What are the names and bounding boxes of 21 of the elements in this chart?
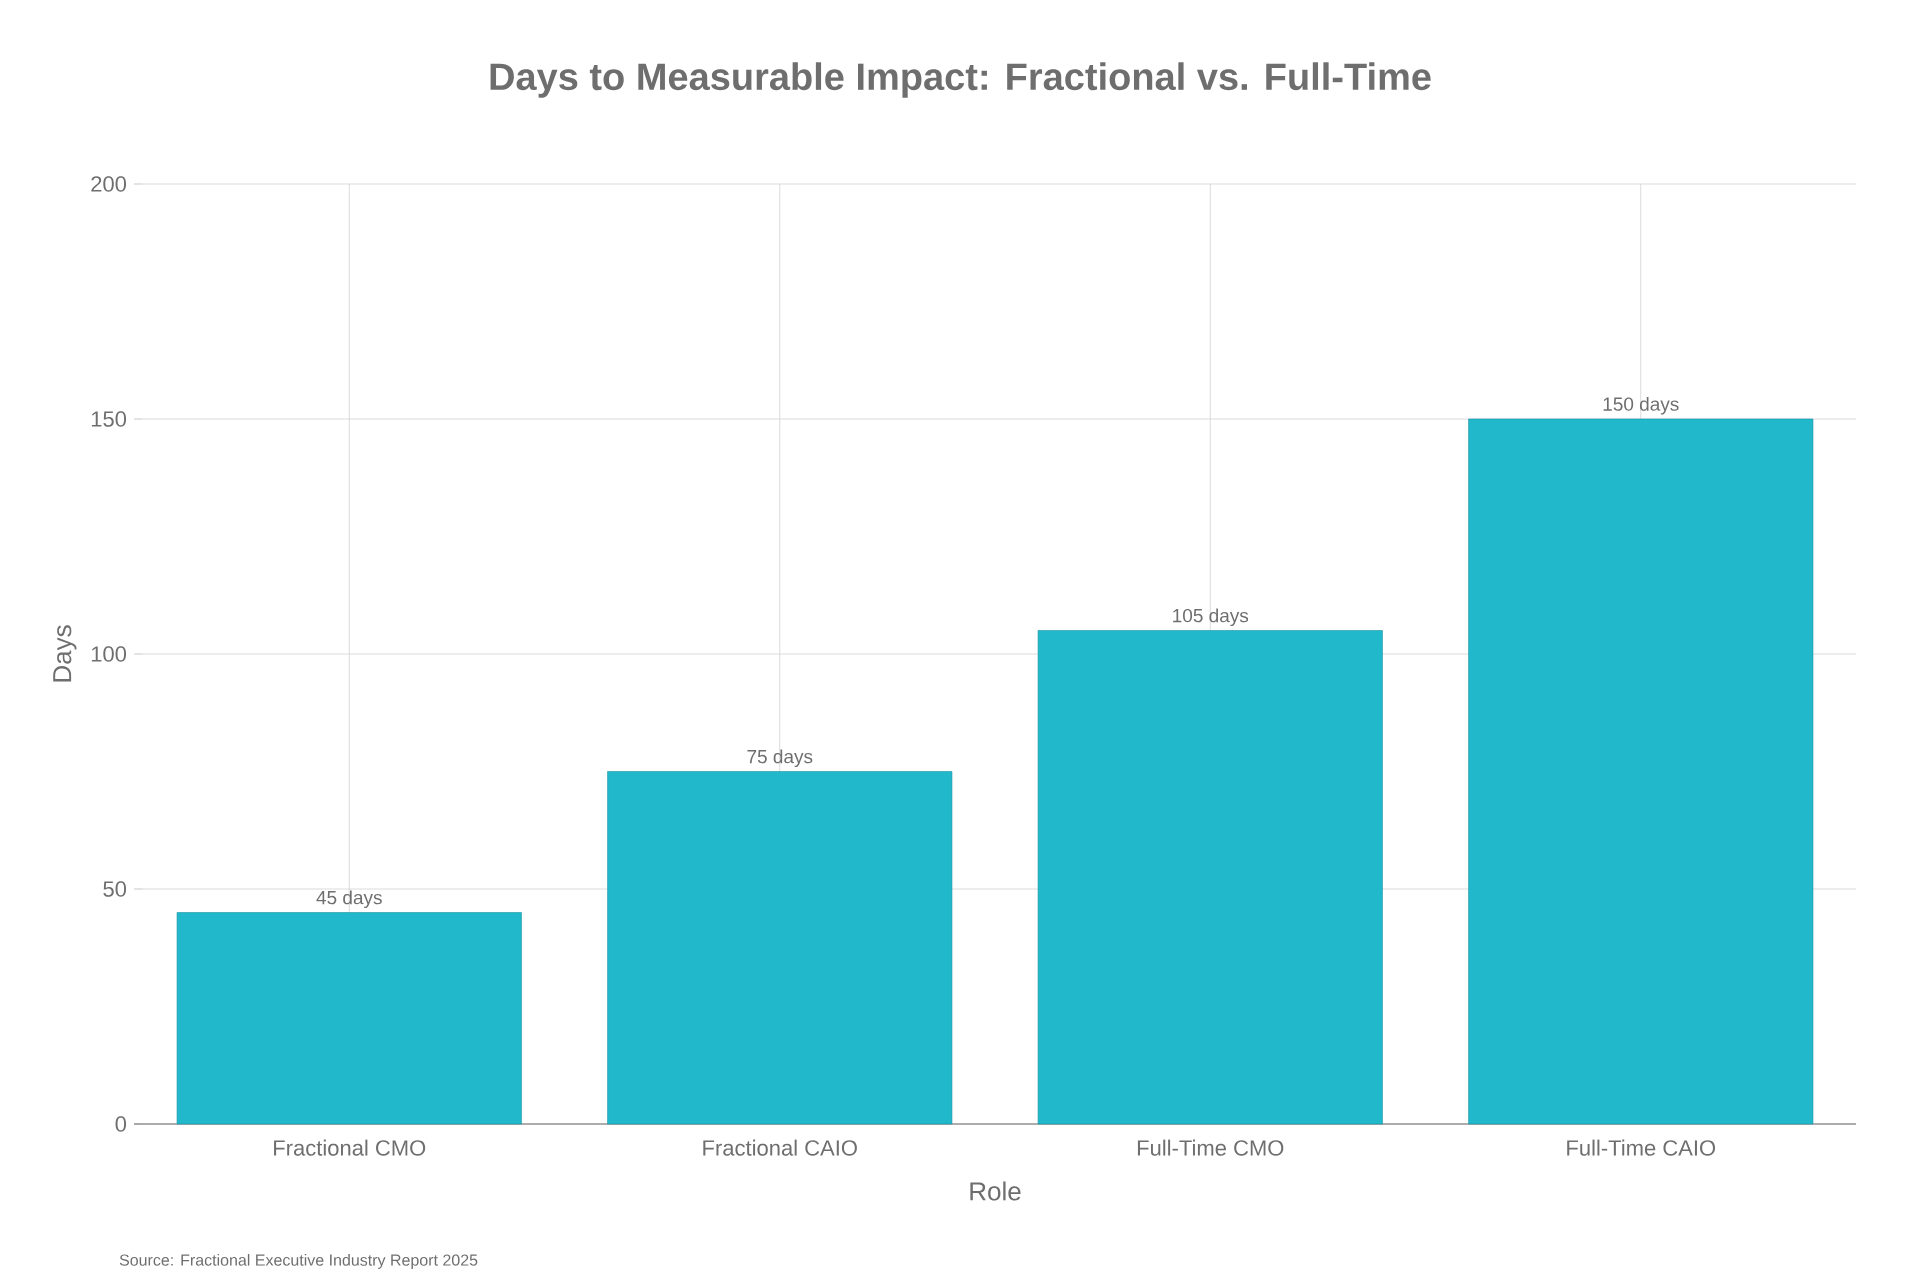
y-tick-label: 100 — [91, 646, 127, 662]
source-note: Source: Fractional Executive Industry Report 2025 — [119, 1254, 478, 1269]
y-tick-label: 0 — [115, 1116, 127, 1132]
x-tick-label: Fractional CMO — [274, 1139, 426, 1156]
bar — [607, 771, 953, 1125]
y-tick-label: 50 — [103, 881, 127, 897]
y-axis-title: Days — [53, 625, 77, 682]
data-label: 75 days — [747, 749, 813, 768]
y-tick-label: 150 — [91, 411, 127, 427]
x-tick-label: Full-Time CMO — [1137, 1139, 1284, 1156]
y-tick-label: 200 — [91, 176, 127, 192]
x-tick-label: Fractional CAIO — [703, 1139, 857, 1156]
data-label: 105 days — [1173, 608, 1249, 627]
bar — [1037, 630, 1383, 1125]
bar — [1468, 418, 1814, 1125]
data-label: 150 days — [1603, 396, 1679, 415]
x-tick-label: Full-Time CAIO — [1567, 1139, 1716, 1156]
x-axis-title: Role — [970, 1181, 1021, 1201]
chart-title: Days to Measurable Impact: Fractional vs. Full-Time — [490, 62, 1431, 98]
data-label: 45 days — [316, 890, 382, 909]
bar — [176, 912, 522, 1125]
